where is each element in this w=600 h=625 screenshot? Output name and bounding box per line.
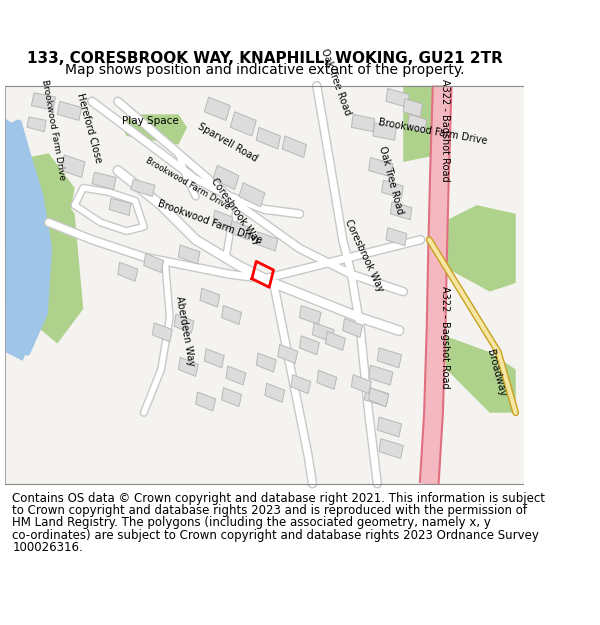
Text: Coresbrook Way: Coresbrook Way <box>209 176 262 246</box>
Text: Map shows position and indicative extent of the property.: Map shows position and indicative extent… <box>65 63 464 78</box>
Polygon shape <box>178 357 198 376</box>
Polygon shape <box>122 114 187 144</box>
Text: A322 - Bagshot Road: A322 - Bagshot Road <box>440 79 451 181</box>
Polygon shape <box>205 349 224 368</box>
Text: A322 - Bagshot Road: A322 - Bagshot Road <box>440 286 451 389</box>
Text: Brookwood Farm Drive: Brookwood Farm Drive <box>157 199 264 246</box>
Polygon shape <box>368 365 393 385</box>
Polygon shape <box>373 123 397 140</box>
Polygon shape <box>213 211 233 229</box>
Polygon shape <box>213 166 239 189</box>
Text: Play Space: Play Space <box>122 116 179 126</box>
Polygon shape <box>265 383 285 402</box>
Text: Contains OS data © Crown copyright and database right 2021. This information is : Contains OS data © Crown copyright and d… <box>13 492 545 505</box>
Polygon shape <box>386 228 407 246</box>
Bar <box>5 86 524 484</box>
Polygon shape <box>5 153 74 248</box>
Polygon shape <box>379 439 403 459</box>
Text: Coresbrook Way: Coresbrook Way <box>343 218 385 294</box>
Text: Oak Tree Road: Oak Tree Road <box>319 47 353 116</box>
Text: Aberdeen Way: Aberdeen Way <box>174 296 196 367</box>
Polygon shape <box>364 387 389 407</box>
Polygon shape <box>5 179 83 344</box>
Polygon shape <box>442 205 515 292</box>
Text: Sparvell Road: Sparvell Road <box>196 122 259 164</box>
Polygon shape <box>152 322 172 342</box>
Polygon shape <box>5 119 49 361</box>
Text: Oak Tree Road: Oak Tree Road <box>377 146 405 216</box>
Text: Brookwood Farm Drive: Brookwood Farm Drive <box>377 118 488 147</box>
Polygon shape <box>230 221 250 240</box>
Polygon shape <box>368 158 393 177</box>
Polygon shape <box>377 348 401 368</box>
Polygon shape <box>403 86 446 162</box>
Text: co-ordinates) are subject to Crown copyright and database rights 2023 Ordnance S: co-ordinates) are subject to Crown copyr… <box>13 529 539 542</box>
Polygon shape <box>58 101 82 121</box>
Polygon shape <box>239 182 265 207</box>
Polygon shape <box>109 198 131 216</box>
Polygon shape <box>62 155 85 178</box>
Polygon shape <box>278 344 298 363</box>
Polygon shape <box>377 417 401 437</box>
Text: Hereford Close: Hereford Close <box>74 92 103 164</box>
Polygon shape <box>390 202 412 220</box>
Text: 133, CORESBROOK WAY, KNAPHILL, WOKING, GU21 2TR: 133, CORESBROOK WAY, KNAPHILL, WOKING, G… <box>27 51 503 66</box>
Polygon shape <box>442 335 515 412</box>
Polygon shape <box>144 254 164 272</box>
Polygon shape <box>403 99 422 117</box>
Polygon shape <box>221 388 242 407</box>
Polygon shape <box>352 374 371 394</box>
Polygon shape <box>282 136 307 158</box>
Polygon shape <box>200 288 220 308</box>
Polygon shape <box>205 97 230 121</box>
Polygon shape <box>230 112 256 136</box>
Polygon shape <box>313 322 334 342</box>
Text: to Crown copyright and database rights 2023 and is reproduced with the permissio: to Crown copyright and database rights 2… <box>13 504 527 518</box>
Bar <box>5 86 524 484</box>
Text: HM Land Registry. The polygons (including the associated geometry, namely x, y: HM Land Registry. The polygons (includin… <box>13 516 491 529</box>
Polygon shape <box>382 180 403 198</box>
Polygon shape <box>317 371 337 389</box>
Text: Brookwood Farm Drive: Brookwood Farm Drive <box>40 79 67 181</box>
Text: Brookwood Farm Drive: Brookwood Farm Drive <box>144 156 231 211</box>
Polygon shape <box>196 392 215 411</box>
Polygon shape <box>325 331 346 351</box>
Polygon shape <box>299 306 321 324</box>
Polygon shape <box>131 179 155 196</box>
Polygon shape <box>343 319 362 338</box>
Polygon shape <box>174 314 194 333</box>
Polygon shape <box>178 245 200 264</box>
Polygon shape <box>299 336 319 355</box>
Polygon shape <box>27 117 46 132</box>
Polygon shape <box>221 306 242 324</box>
Polygon shape <box>118 262 138 281</box>
Polygon shape <box>226 366 246 385</box>
Polygon shape <box>256 353 276 372</box>
Text: 100026316.: 100026316. <box>13 541 83 554</box>
Polygon shape <box>407 114 427 132</box>
Text: Broadway: Broadway <box>485 348 508 398</box>
Polygon shape <box>256 232 278 251</box>
Polygon shape <box>386 88 409 107</box>
Polygon shape <box>368 388 389 407</box>
Polygon shape <box>256 127 280 149</box>
Polygon shape <box>92 173 116 189</box>
Polygon shape <box>31 92 56 110</box>
Polygon shape <box>352 114 375 132</box>
Polygon shape <box>291 374 311 394</box>
